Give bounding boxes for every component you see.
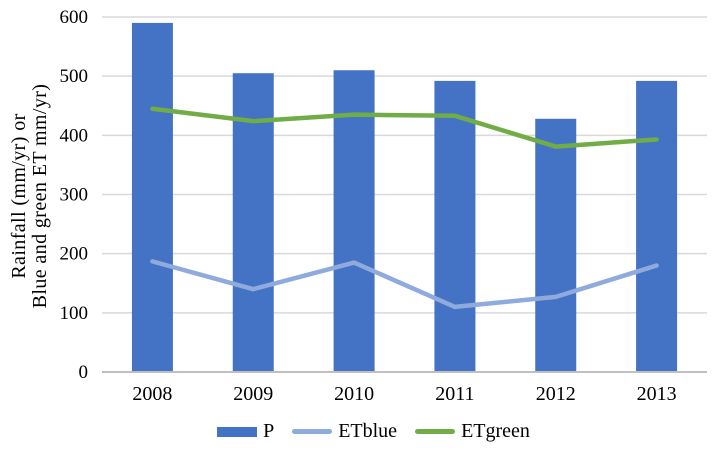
- y-tick-label: 400: [60, 125, 89, 146]
- bar-2010: [333, 70, 375, 372]
- legend-swatch-etblue: [292, 429, 333, 434]
- legend-item-p: P: [217, 420, 274, 443]
- x-tick-label: 2010: [334, 383, 374, 405]
- y-tick-label: 500: [60, 66, 89, 87]
- bar-2011: [434, 80, 476, 373]
- bar-2008: [131, 22, 173, 373]
- y-tick-label: 300: [60, 185, 89, 206]
- line-ETblue: [150, 259, 659, 310]
- legend-item-etblue: ETblue: [292, 420, 397, 443]
- x-tick-label: 2011: [435, 383, 474, 405]
- legend-label-p: P: [263, 420, 275, 442]
- legend: P ETblue ETgreen: [12, 420, 723, 443]
- y-tick-label: 0: [79, 362, 89, 383]
- y-tick-label: 100: [60, 303, 89, 324]
- legend-swatch-p: [217, 426, 258, 437]
- legend-label-etgreen: ETgreen: [461, 420, 530, 442]
- x-tick-label: 2012: [536, 383, 576, 405]
- legend-item-etgreen: ETgreen: [415, 420, 530, 443]
- y-tick-label: 200: [60, 244, 89, 265]
- bar-2013: [636, 80, 678, 373]
- bar-2012: [535, 118, 577, 373]
- x-tick-label: 2009: [233, 383, 273, 405]
- x-tick-label: 2013: [637, 383, 677, 405]
- x-tick-label: 2008: [132, 383, 172, 405]
- y-tick-label: 600: [60, 7, 89, 28]
- legend-label-etblue: ETblue: [338, 420, 398, 442]
- line-ETgreen: [150, 106, 659, 149]
- legend-swatch-etgreen: [415, 429, 456, 434]
